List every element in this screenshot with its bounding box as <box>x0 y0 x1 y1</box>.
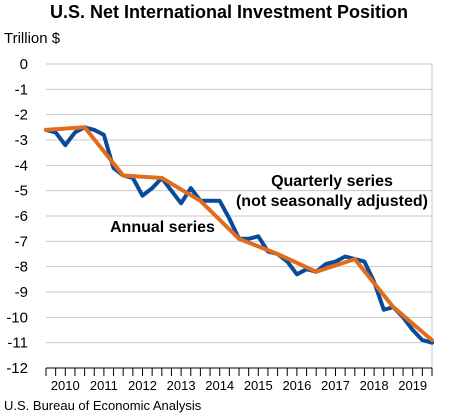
x-tick-label: 2013 <box>167 378 196 393</box>
y-tick-label: -6 <box>15 208 28 225</box>
quarterly-annotation-line1: Quarterly series <box>271 173 393 190</box>
chart-title: U.S. Net International Investment Positi… <box>49 2 409 22</box>
axis-layer <box>45 367 433 376</box>
y-tick-label: -10 <box>6 309 28 326</box>
source-note: U.S. Bureau of Economic Analysis <box>4 398 202 413</box>
y-tick-label: -4 <box>15 157 28 174</box>
x-tick-label: 2016 <box>282 378 311 393</box>
y-tick-label: -7 <box>15 233 28 250</box>
y-tick-label: -2 <box>15 107 28 124</box>
y-tick-label: -8 <box>15 259 28 276</box>
quarterly-series-annotation: Quarterly series (not seasonally adjuste… <box>232 172 432 212</box>
x-tick-label: 2018 <box>360 378 389 393</box>
y-tick-label: -11 <box>7 335 28 352</box>
series-layer <box>44 125 434 345</box>
x-tick-label: 2017 <box>321 378 350 393</box>
y-tick-label: -12 <box>6 360 28 377</box>
quarterly-annotation-line2: (not seasonally adjusted) <box>235 193 429 210</box>
x-tick-label: 2012 <box>128 378 157 393</box>
x-tick-label: 2010 <box>51 378 80 393</box>
annual-series-line <box>44 125 434 343</box>
x-tick-label: 2014 <box>205 378 234 393</box>
x-tick-label: 2015 <box>244 378 273 393</box>
y-tick-label: -1 <box>15 81 28 98</box>
y-axis-unit-label: Trillion $ <box>4 30 61 47</box>
y-tick-label: -5 <box>15 183 28 200</box>
tick-label-layer: 0 -1 -2 -3 -4 -5 -6 -7 -8 -9 -10 -11 -12 2010 2011 2012… <box>6 56 427 393</box>
y-tick-label: -3 <box>15 132 28 149</box>
x-tick-label: 2011 <box>90 378 118 393</box>
x-tick-label: 2019 <box>398 378 427 393</box>
annual-series-annotation: Annual series <box>110 219 215 236</box>
grid-layer <box>46 63 433 369</box>
y-tick-label: -9 <box>15 284 28 301</box>
quarterly-series-line <box>44 125 434 345</box>
y-tick-label: 0 <box>20 56 28 73</box>
